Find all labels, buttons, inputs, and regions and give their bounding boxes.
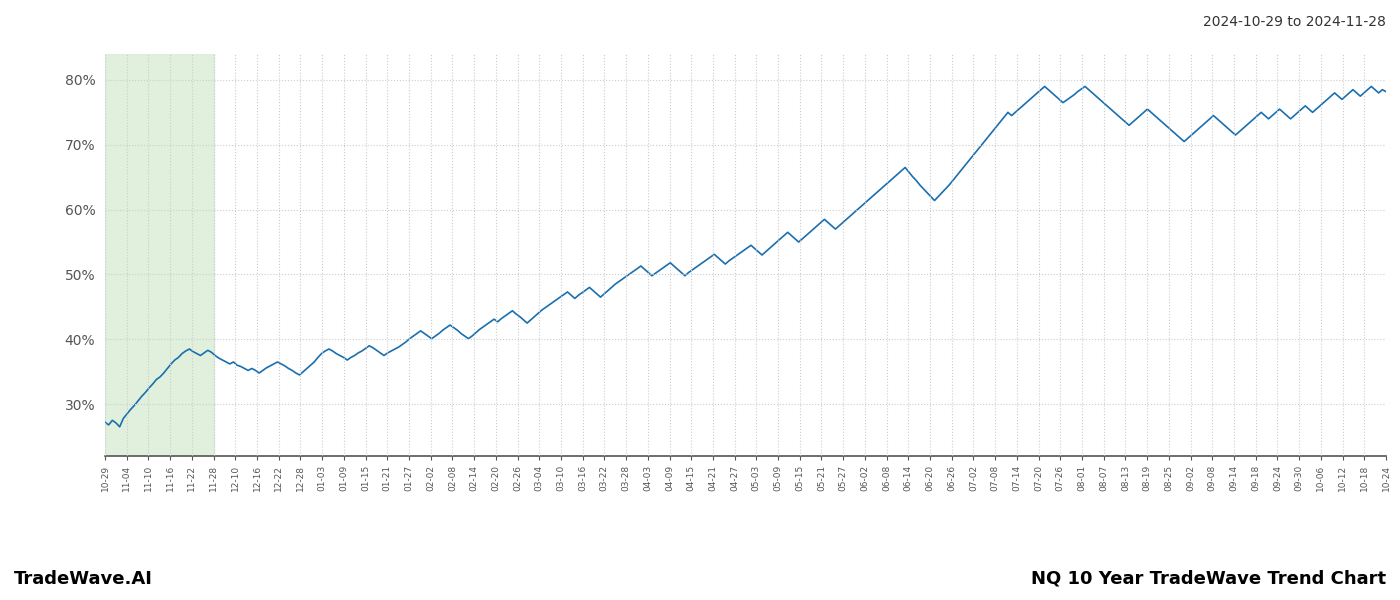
Text: 2024-10-29 to 2024-11-28: 2024-10-29 to 2024-11-28 xyxy=(1203,15,1386,29)
Text: TradeWave.AI: TradeWave.AI xyxy=(14,570,153,588)
Bar xyxy=(105,54,214,456)
Text: NQ 10 Year TradeWave Trend Chart: NQ 10 Year TradeWave Trend Chart xyxy=(1030,570,1386,588)
